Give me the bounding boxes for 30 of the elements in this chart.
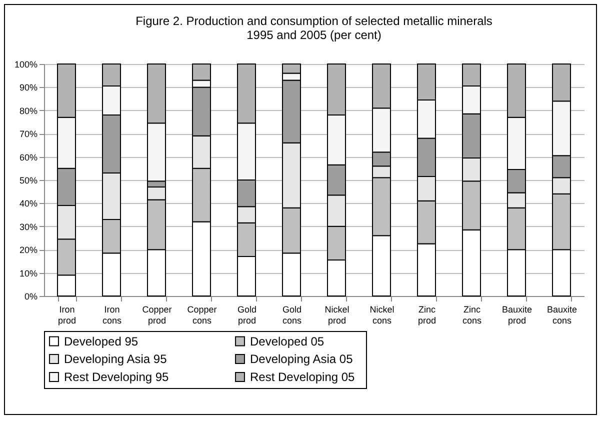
x-tick-label: Bauxite prod: [502, 304, 532, 326]
y-tick-label: 10%: [19, 268, 38, 278]
y-tick-label: 30%: [19, 222, 38, 232]
chart-title: Figure 2. Production and consumption of selected metallic minerals 1995 and 2005 (per cent): [136, 14, 492, 42]
legend-label: Developing Asia 05: [250, 352, 354, 366]
y-tick-label: 40%: [19, 198, 38, 209]
x-tick-label: Gold cons: [282, 304, 302, 326]
y-tick-label: 100%: [14, 60, 38, 70]
y-tick-label: 50%: [19, 176, 38, 186]
legend-label: Rest Developing 95: [64, 370, 170, 384]
legend-label: Developing Asia 95: [64, 352, 168, 366]
y-tick-label: 60%: [19, 152, 38, 162]
x-tick-label: Iron prod: [58, 304, 76, 326]
x-tick-label: Nickel cons: [370, 304, 394, 326]
x-tick-label: Copper prod: [142, 304, 172, 326]
legend-label: Developed 95: [64, 334, 138, 348]
y-tick-label: 0%: [24, 292, 38, 302]
x-tick-label: Zinc prod: [418, 304, 436, 326]
y-tick-label: 80%: [19, 106, 38, 116]
y-tick-label: 20%: [19, 245, 38, 256]
x-tick-label: Zinc cons: [462, 304, 482, 326]
legend-label: Rest Developing 05: [250, 370, 356, 384]
x-tick-label: Gold prod: [237, 304, 257, 326]
y-tick-label: 70%: [19, 129, 38, 140]
legend-label: Developed 05: [250, 334, 324, 348]
y-tick-label: 90%: [19, 82, 38, 93]
x-tick-label: Iron cons: [102, 304, 122, 326]
x-tick-label: Nickel prod: [324, 304, 350, 326]
x-tick-label: Copper cons: [187, 304, 217, 326]
x-tick-label: Bauxite cons: [546, 304, 578, 326]
